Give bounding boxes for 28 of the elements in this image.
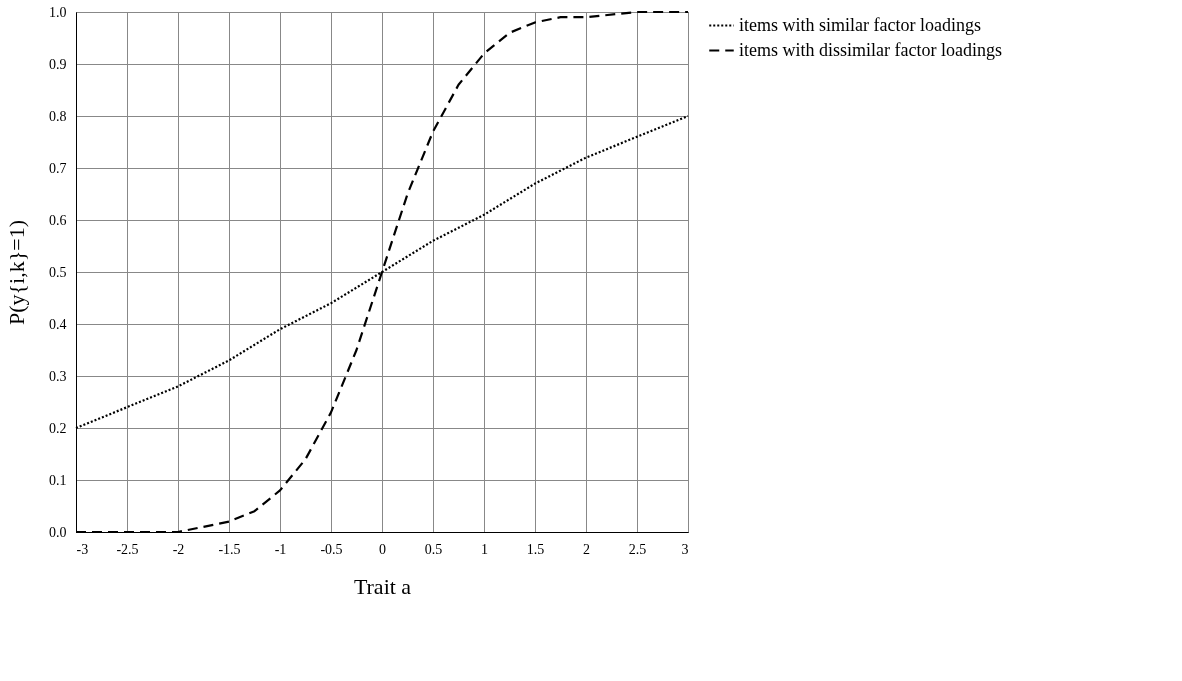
x-tick-label: -3 — [76, 541, 89, 557]
x-tick-label: -2.5 — [116, 541, 139, 557]
x-tick-label: -1.5 — [218, 541, 241, 557]
y-tick-label: 0.5 — [49, 264, 67, 280]
x-tick-label: 2 — [583, 541, 590, 557]
y-tick-label: 0.4 — [49, 316, 67, 332]
y-tick-label: 0.6 — [49, 212, 67, 228]
y-tick-label: 0.3 — [49, 368, 67, 384]
x-tick-label: 3 — [681, 541, 689, 557]
x-tick-label: 0.5 — [424, 541, 443, 557]
x-tick-label: -2 — [172, 541, 185, 557]
x-tick-label: 0 — [379, 541, 386, 557]
y-tick-label: 0.1 — [49, 472, 67, 488]
x-tick-label: 1 — [481, 541, 488, 557]
legend-label: items with dissimilar factor loadings — [739, 39, 1002, 60]
y-axis-title: P(y{i,k}=1) — [4, 219, 29, 326]
y-tick-label: 0.0 — [49, 524, 67, 540]
legend-label: items with similar factor loadings — [739, 14, 981, 35]
x-axis-title: Trait a — [353, 573, 412, 599]
y-tick-label: 1.0 — [49, 4, 67, 20]
x-tick-label: -1 — [274, 541, 287, 557]
x-tick-label: 2.5 — [628, 541, 647, 557]
x-tick-label: 1.5 — [526, 541, 545, 557]
x-tick-label: -0.5 — [320, 541, 343, 557]
y-tick-label: 0.8 — [49, 108, 67, 124]
y-tick-label: 0.7 — [49, 160, 67, 176]
y-tick-label: 0.9 — [49, 56, 67, 72]
y-tick-label: 0.2 — [49, 420, 67, 436]
